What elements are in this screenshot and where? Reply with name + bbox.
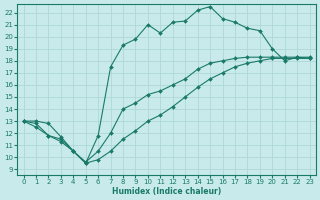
- X-axis label: Humidex (Indice chaleur): Humidex (Indice chaleur): [112, 187, 221, 196]
